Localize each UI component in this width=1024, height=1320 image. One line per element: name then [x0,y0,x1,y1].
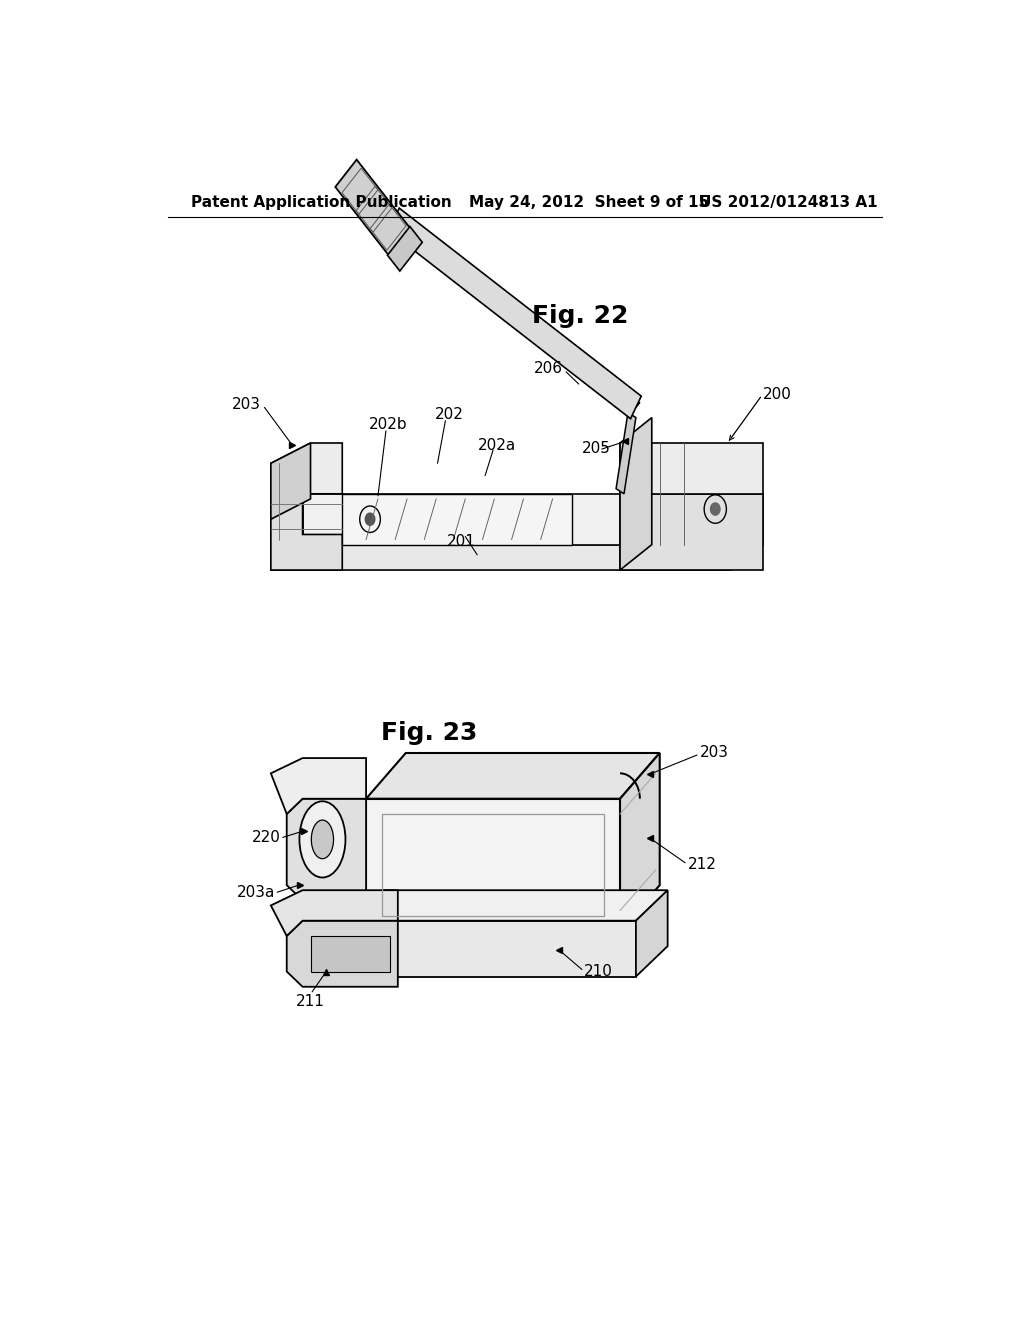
Polygon shape [387,227,422,271]
Polygon shape [388,209,641,418]
Polygon shape [350,921,636,977]
Polygon shape [620,444,763,494]
Text: Fig. 22: Fig. 22 [532,304,629,327]
Polygon shape [616,412,636,494]
Text: 220: 220 [252,830,281,845]
Text: 202a: 202a [478,437,516,453]
Text: May 24, 2012  Sheet 9 of 15: May 24, 2012 Sheet 9 of 15 [469,194,710,210]
Text: US 2012/0124813 A1: US 2012/0124813 A1 [699,194,878,210]
Text: 203: 203 [699,746,728,760]
Polygon shape [287,799,367,900]
Polygon shape [303,494,763,545]
Polygon shape [636,890,668,977]
Text: 210: 210 [585,964,613,979]
Polygon shape [270,545,763,570]
Polygon shape [270,758,367,814]
Polygon shape [367,799,620,931]
Polygon shape [270,494,342,570]
Polygon shape [270,444,310,519]
Text: Fig. 23: Fig. 23 [381,721,478,744]
Text: 202: 202 [435,407,464,422]
Text: 201: 201 [446,535,476,549]
Text: 203a: 203a [237,884,274,900]
Text: 206: 206 [534,362,563,376]
Text: 200: 200 [763,387,792,401]
Text: 202b: 202b [369,417,408,432]
Polygon shape [342,494,572,545]
Ellipse shape [299,801,345,878]
Polygon shape [620,417,652,570]
Polygon shape [310,936,390,972]
Polygon shape [270,444,342,519]
Text: 203: 203 [232,397,261,412]
Polygon shape [287,921,397,987]
Circle shape [366,513,375,525]
Polygon shape [270,494,303,570]
Polygon shape [367,752,659,799]
Text: 212: 212 [687,857,717,873]
Polygon shape [270,890,397,936]
Circle shape [711,503,720,515]
Ellipse shape [311,820,334,859]
Polygon shape [620,752,659,931]
Polygon shape [350,890,668,921]
Text: 205: 205 [582,441,610,455]
Polygon shape [335,160,413,259]
Text: 211: 211 [296,994,325,1008]
Polygon shape [624,403,640,412]
Polygon shape [620,494,763,570]
Text: Patent Application Publication: Patent Application Publication [191,194,453,210]
